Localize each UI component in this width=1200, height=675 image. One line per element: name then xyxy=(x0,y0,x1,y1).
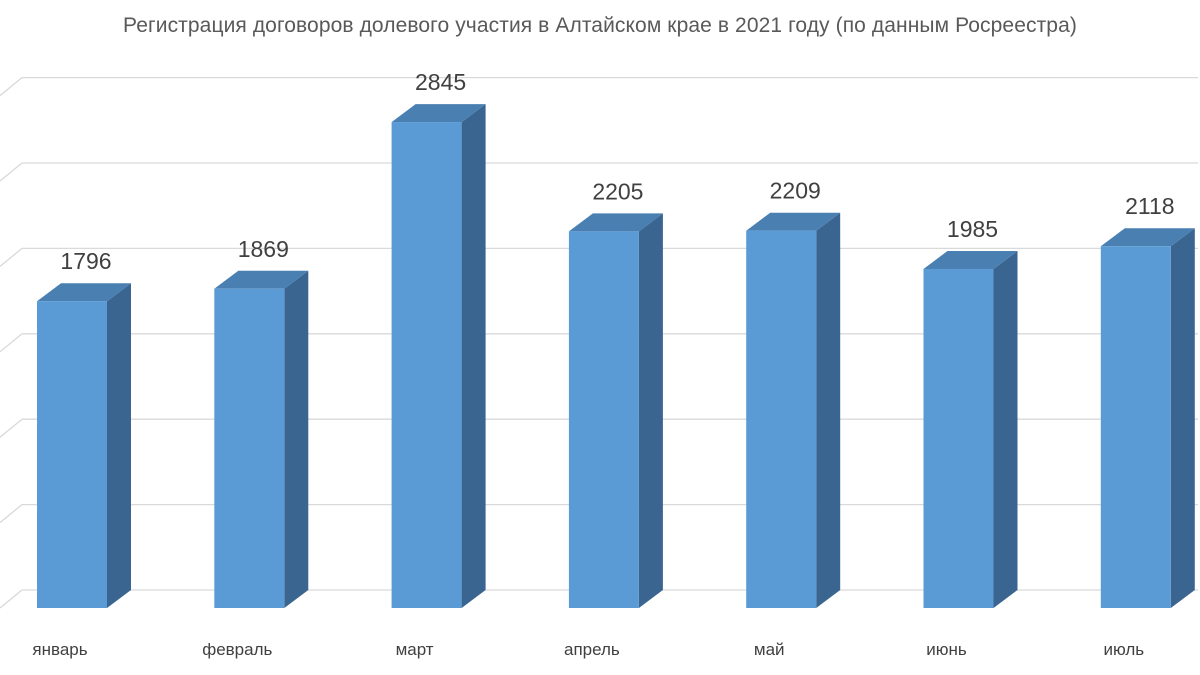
gridline-depth xyxy=(0,247,23,267)
bar-top xyxy=(214,270,309,289)
bar xyxy=(391,104,486,608)
category-label: май xyxy=(754,640,785,659)
bar-top xyxy=(1100,228,1195,247)
data-label: 1796 xyxy=(60,248,111,274)
bar xyxy=(37,283,131,608)
bar-front xyxy=(568,231,639,609)
bar-side xyxy=(638,213,663,609)
bar-top xyxy=(391,104,486,123)
bar-top xyxy=(923,250,1018,269)
bar-front xyxy=(746,230,817,608)
data-label: 2209 xyxy=(770,178,821,204)
category-label: июнь xyxy=(926,640,967,659)
chart-title: Регистрация договоров долевого участия в… xyxy=(123,14,1077,37)
category-labels: январь февраль март апрель май июнь июль xyxy=(32,640,1144,659)
bars xyxy=(37,104,1195,609)
bar-top xyxy=(568,213,663,232)
bar-top xyxy=(746,212,841,231)
bar xyxy=(214,270,309,608)
bar-front xyxy=(391,122,462,608)
category-label: март xyxy=(396,640,434,659)
bar-side xyxy=(284,270,309,608)
bar xyxy=(568,213,663,609)
data-label: 2118 xyxy=(1125,193,1174,219)
category-label: апрель xyxy=(564,640,620,659)
bar-side xyxy=(461,104,486,608)
data-label: 1985 xyxy=(947,216,998,242)
category-label: январь xyxy=(32,640,87,659)
gridline-depth xyxy=(0,418,23,438)
bar xyxy=(923,250,1018,608)
bar xyxy=(1100,228,1195,608)
data-label: 2205 xyxy=(592,178,643,204)
bar-top xyxy=(37,283,131,302)
data-label: 1869 xyxy=(238,236,289,262)
gridline-depth xyxy=(0,77,23,97)
gridline-depth xyxy=(0,162,23,182)
bar-front xyxy=(1100,246,1171,608)
data-labels: 1796 1869 2845 2205 2209 1985 2118 xyxy=(60,69,1174,274)
category-label: июль xyxy=(1103,640,1144,659)
data-label: 2845 xyxy=(415,69,466,95)
bar-side xyxy=(1170,228,1195,608)
bar xyxy=(746,212,841,608)
bar-front xyxy=(214,288,285,608)
gridline-depth xyxy=(0,589,23,609)
bar-front xyxy=(37,301,107,608)
category-label: февраль xyxy=(202,640,272,659)
bar-front xyxy=(923,268,994,608)
bar-side xyxy=(816,212,841,608)
bar-side xyxy=(993,250,1018,608)
gridline-depth xyxy=(0,333,23,353)
gridline-depth xyxy=(0,504,23,524)
bar-side xyxy=(107,283,131,608)
